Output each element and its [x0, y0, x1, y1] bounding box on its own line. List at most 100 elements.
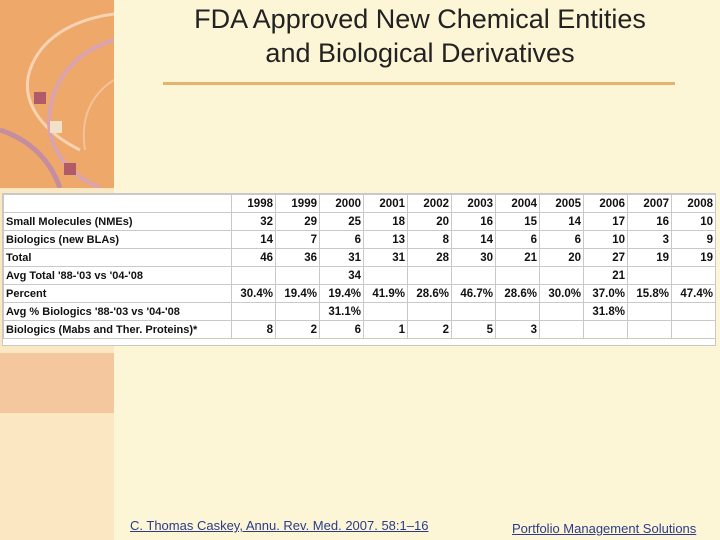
table-cell — [671, 320, 716, 339]
year-header: 2001 — [363, 194, 408, 213]
year-header: 2004 — [495, 194, 540, 213]
table-cell — [627, 266, 672, 285]
table-cell: 3 — [627, 230, 672, 249]
row-label: Biologics (new BLAs) — [3, 230, 232, 249]
table-cell: 28.6% — [407, 284, 452, 303]
brand-link[interactable]: Portfolio Management Solutions — [512, 521, 697, 536]
table-cell: 15 — [495, 212, 540, 231]
table-cell: 2 — [275, 320, 320, 339]
table-cell: 6 — [319, 230, 364, 249]
table-cell — [627, 302, 672, 321]
table-cell: 21 — [583, 266, 628, 285]
year-header: 1998 — [231, 194, 276, 213]
table-row: Small Molecules (NMEs) 32 29 25 18 20 16 15 14 17… — [3, 212, 716, 231]
table-cell — [363, 266, 408, 285]
table-cell: 31 — [319, 248, 364, 267]
decor-square-3 — [64, 163, 76, 175]
table-cell: 15.8% — [627, 284, 672, 303]
table-cell: 21 — [495, 248, 540, 267]
decorative-panel-mid — [0, 353, 114, 413]
table-cell: 19.4% — [275, 284, 320, 303]
year-header: 2007 — [627, 194, 672, 213]
table-cell: 47.4% — [671, 284, 716, 303]
table-cell: 8 — [231, 320, 276, 339]
table-cell — [583, 320, 628, 339]
table-cell: 5 — [451, 320, 496, 339]
table-cell: 31.1% — [319, 302, 364, 321]
table-row: Avg Total '88-'03 vs '04-'08 34 21 — [3, 266, 716, 285]
table-cell: 27 — [583, 248, 628, 267]
table-cell: 46 — [231, 248, 276, 267]
table-cell: 10 — [583, 230, 628, 249]
table-cell — [495, 302, 540, 321]
table-cell — [539, 266, 584, 285]
table-cell: 30 — [451, 248, 496, 267]
data-table-container: 1998 1999 2000 2001 2002 2003 2004 2005 … — [2, 193, 716, 346]
row-label: Small Molecules (NMEs) — [3, 212, 232, 231]
swirl-icon — [0, 12, 114, 188]
table-cell: 17 — [583, 212, 628, 231]
table-cell: 6 — [319, 320, 364, 339]
table-cell: 10 — [671, 212, 716, 231]
decor-square-2 — [50, 121, 62, 133]
year-header: 2006 — [583, 194, 628, 213]
row-label: Total — [3, 248, 232, 267]
table-cell: 46.7% — [451, 284, 496, 303]
table-cell — [407, 266, 452, 285]
table-cell — [495, 266, 540, 285]
table-row: Biologics (Mabs and Ther. Proteins)* 8 2 6 1… — [3, 320, 716, 339]
table-row: Avg % Biologics '88-'03 vs '04-'08 31.1% 3… — [3, 302, 716, 321]
table-cell — [231, 302, 276, 321]
table-cell: 36 — [275, 248, 320, 267]
page-title: FDA Approved New Chemical Entities and B… — [120, 2, 720, 70]
table-cell: 19 — [627, 248, 672, 267]
decor-square-1 — [34, 92, 46, 104]
year-header: 2003 — [451, 194, 496, 213]
table-cell: 19 — [671, 248, 716, 267]
table-cell: 41.9% — [363, 284, 408, 303]
table-cell — [671, 266, 716, 285]
table-cell: 6 — [539, 230, 584, 249]
table-cell — [407, 302, 452, 321]
title-underline — [163, 82, 675, 85]
table-cell: 31 — [363, 248, 408, 267]
table-cell: 14 — [539, 212, 584, 231]
table-cell: 25 — [319, 212, 364, 231]
table-cell — [275, 302, 320, 321]
table-cell: 16 — [451, 212, 496, 231]
year-header: 2002 — [407, 194, 452, 213]
title-line-2: and Biological Derivatives — [265, 38, 575, 68]
table-cell — [539, 320, 584, 339]
table-cell — [539, 302, 584, 321]
table-cell: 37.0% — [583, 284, 628, 303]
table-cell: 20 — [539, 248, 584, 267]
year-header: 2000 — [319, 194, 364, 213]
table-cell: 16 — [627, 212, 672, 231]
table-cell: 32 — [231, 212, 276, 231]
table-cell: 1 — [363, 320, 408, 339]
table-cell: 3 — [495, 320, 540, 339]
table-cell — [275, 266, 320, 285]
table-cell: 13 — [363, 230, 408, 249]
table-row: Biologics (new BLAs) 14 7 6 13 8 14 6 6 10 3 9 — [3, 230, 716, 249]
approvals-table: 1998 1999 2000 2001 2002 2003 2004 2005 … — [3, 194, 716, 339]
table-cell: 28.6% — [495, 284, 540, 303]
table-cell: 29 — [275, 212, 320, 231]
table-cell — [451, 266, 496, 285]
header-label-cell — [3, 194, 232, 213]
table-cell — [671, 302, 716, 321]
row-label: Avg Total '88-'03 vs '04-'08 — [3, 266, 232, 285]
table-cell: 14 — [231, 230, 276, 249]
table-cell: 30.4% — [231, 284, 276, 303]
year-header: 1999 — [275, 194, 320, 213]
row-label: Percent — [3, 284, 232, 303]
table-cell: 18 — [363, 212, 408, 231]
citation-link[interactable]: C. Thomas Caskey, Annu. Rev. Med. 2007. … — [130, 518, 429, 533]
table-header-row: 1998 1999 2000 2001 2002 2003 2004 2005 … — [3, 194, 716, 213]
table-cell — [363, 302, 408, 321]
table-cell: 8 — [407, 230, 452, 249]
table-cell: 6 — [495, 230, 540, 249]
title-line-1: FDA Approved New Chemical Entities — [194, 4, 646, 34]
table-cell: 30.0% — [539, 284, 584, 303]
table-cell: 9 — [671, 230, 716, 249]
